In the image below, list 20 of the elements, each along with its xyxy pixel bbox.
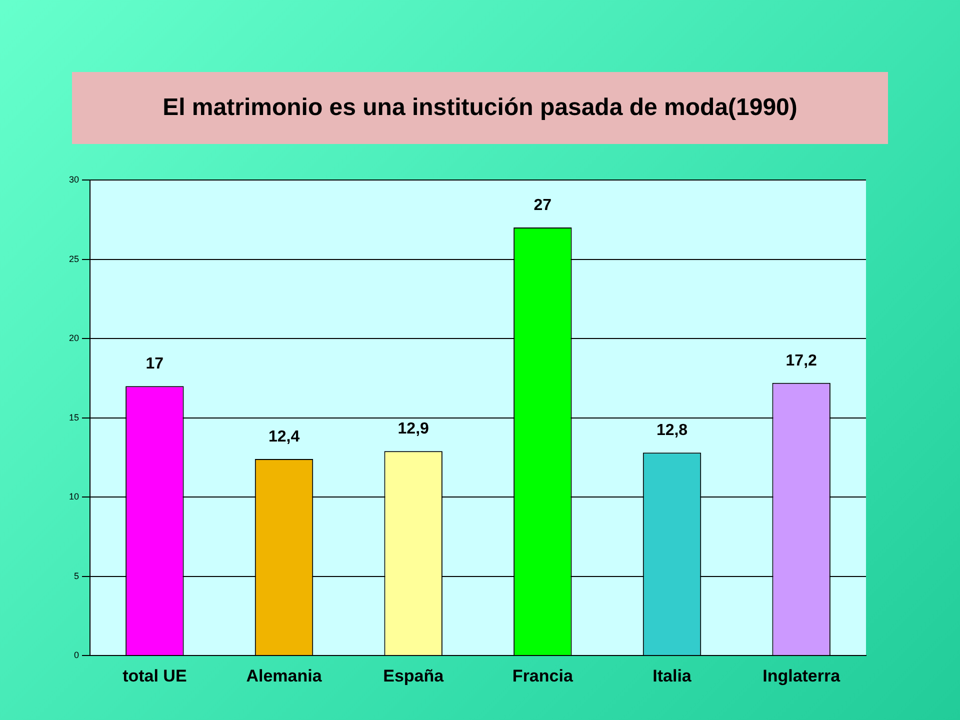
y-tick-label: 25 [68, 254, 80, 264]
x-tick-label: España [383, 666, 444, 686]
y-tick-label: 30 [68, 174, 80, 184]
chart-title: El matrimonio es una institución pasada de moda(1990) [162, 94, 798, 122]
y-tick-label: 0 [74, 650, 80, 660]
y-tick-label: 20 [68, 333, 80, 344]
data-label: 12,8 [656, 422, 688, 440]
data-label: 12,9 [398, 420, 430, 438]
y-tick-label: 10 [68, 492, 80, 502]
data-label: 12,4 [268, 428, 300, 446]
data-label: 27 [534, 196, 552, 214]
data-label: 17,2 [786, 352, 818, 370]
data-label: 17 [146, 356, 164, 372]
x-tick-label: Alemania [246, 666, 322, 686]
x-tick-label: total UE [122, 666, 187, 686]
x-tick-label: Inglaterra [762, 666, 841, 686]
y-tick-label: 15 [68, 412, 80, 422]
x-tick-label: Francia [512, 666, 574, 686]
y-tick-label: 5 [74, 570, 80, 581]
x-tick-label: Italia [652, 666, 692, 686]
